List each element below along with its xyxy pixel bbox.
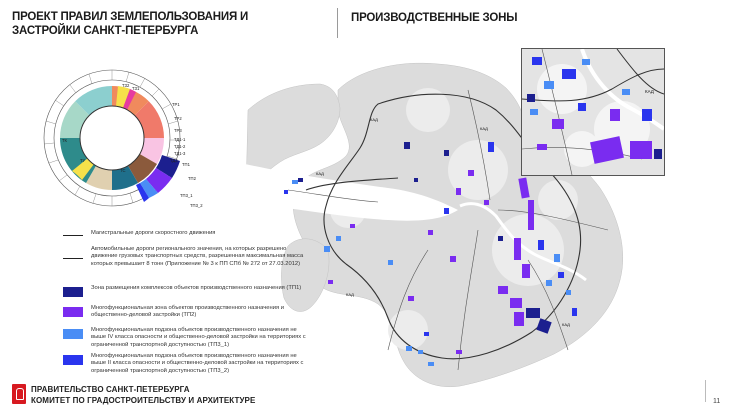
inset-map-svg: КАД xyxy=(522,49,664,175)
land-west xyxy=(281,238,330,312)
zone-structure-donut: ТП1 ТП2 ТП3_1 ТП3_2 ТЗ2 ТЗ1 ТР1 ТР2 ТР3 … xyxy=(40,50,230,230)
inset-zones-tp2 xyxy=(537,109,652,164)
legend-symbol-line xyxy=(63,258,83,259)
inset-road-label: КАД xyxy=(645,89,654,94)
donut-label: ТД1-3 xyxy=(174,151,186,156)
segment-tp2 xyxy=(146,168,172,193)
donut-label: ТР2 xyxy=(174,116,182,121)
donut-svg: ТП1 ТП2 ТП3_1 ТП3_2 ТЗ2 ТЗ1 ТР1 ТР2 ТР3 … xyxy=(43,69,203,208)
title-divider xyxy=(337,8,338,38)
segment-yellow-2 xyxy=(72,158,94,180)
inset-zones-tp3-2 xyxy=(532,57,652,121)
legend-item-tp3-1: Многофункциональная подзона объектов про… xyxy=(63,327,306,349)
donut-label: ТР3 xyxy=(174,128,182,133)
legend-symbol-line xyxy=(63,235,83,236)
footer-divider xyxy=(705,380,706,402)
legend-text: Автомобильные дороги регионального значе… xyxy=(91,246,304,267)
legend-item-tp2: Многофункциональная зона объектов произв… xyxy=(63,305,306,320)
legend-text: Многофункциональная зона объектов произв… xyxy=(91,305,284,319)
road-label: КАД xyxy=(480,126,488,131)
legend-text: Многофункциональная подзона объектов про… xyxy=(91,327,306,348)
inset-road-2 xyxy=(541,49,573,175)
donut-label: ТС xyxy=(120,168,126,173)
road-label: КАД xyxy=(346,292,354,297)
donut-label: ТД1-1 xyxy=(174,137,186,142)
page-title: ПРОЕКТ ПРАВИЛ ЗЕМЛЕПОЛЬЗОВАНИЯ И ЗАСТРОЙ… xyxy=(12,11,249,37)
legend-swatch xyxy=(63,307,83,317)
donut-hole xyxy=(84,110,140,166)
legend-swatch xyxy=(63,329,83,339)
inset-zones-tp1 xyxy=(527,94,662,159)
land-northwest xyxy=(245,83,341,195)
segment-tp3-1 xyxy=(140,179,158,198)
road-label: КАД xyxy=(562,322,570,327)
segment-tp1 xyxy=(156,155,180,178)
segment-transport xyxy=(128,154,157,183)
segment-engineering-blue xyxy=(112,165,138,190)
legend-swatch xyxy=(63,287,83,297)
legend-item-tp3-2: Многофункциональная подзона объектов про… xyxy=(63,353,306,375)
donut-label: ТР1 xyxy=(172,102,180,107)
donut-label: ТУ xyxy=(80,158,86,163)
donut-label: ТП2 xyxy=(188,176,197,181)
donut-label: ТЗ1 xyxy=(132,86,140,91)
donut-segments xyxy=(59,85,165,190)
road-label: КАД xyxy=(370,117,378,122)
gulf-water xyxy=(228,160,458,221)
zones-tp2 xyxy=(328,170,534,354)
donut-label: ТЗ2 xyxy=(122,83,130,88)
legend-item-highway: Магистральные дороги скоростного движени… xyxy=(63,230,306,237)
segment-business xyxy=(139,138,164,164)
legend-text: Магистральные дороги скоростного движени… xyxy=(91,230,216,236)
donut-label: ТП1 xyxy=(182,162,191,167)
page-subtitle: ПРОИЗВОДСТВЕННЫЕ ЗОНЫ xyxy=(351,12,518,24)
footer-line-2: КОМИТЕТ ПО ГРАДОСТРОИТЕЛЬСТВУ И АРХИТЕКТ… xyxy=(31,395,256,405)
inset-river xyxy=(580,49,664,131)
wsd-highway xyxy=(305,177,399,191)
donut-label: ТП3_1 xyxy=(180,193,193,198)
donut-label: ТП3_2 xyxy=(190,203,203,208)
zones-tp1 xyxy=(298,142,552,334)
footer-line-1: ПРАВИТЕЛЬСТВО САНКТ-ПЕТЕРБУРГА xyxy=(31,385,190,394)
segment-green xyxy=(75,85,112,116)
page-number: 11 xyxy=(713,398,721,405)
donut-label: ТД1-2 xyxy=(174,144,186,149)
inset-kad xyxy=(616,49,664,95)
segment-yellow xyxy=(116,86,130,108)
inset-road-3 xyxy=(522,147,643,160)
segment-magenta xyxy=(123,89,136,110)
legend-text: Зона размещения комплексов объектов прои… xyxy=(91,285,302,291)
zones-tp3-2 xyxy=(284,142,577,336)
donut-label: ТД3 xyxy=(170,158,178,163)
inset-road-1 xyxy=(522,68,664,102)
segment-residential-2 xyxy=(134,101,165,138)
legend-item-regional-road: Автомобильные дороги регионального значе… xyxy=(63,246,306,268)
neva-river xyxy=(459,202,587,282)
donut-production-segments xyxy=(136,155,180,202)
segment-recreation-light xyxy=(59,101,90,138)
footer-organization: ПРАВИТЕЛЬСТВО САНКТ-ПЕТЕРБУРГА КОМИТЕТ П… xyxy=(31,385,255,406)
government-emblem-icon xyxy=(12,384,26,404)
legend-text: Многофункциональная подзона объектов про… xyxy=(91,353,304,374)
inset-zones-tp3-1 xyxy=(530,59,630,115)
legend-item-tp1: Зона размещения комплексов объектов прои… xyxy=(63,285,306,297)
segment-social xyxy=(86,165,112,190)
road-label: КАД xyxy=(316,171,324,176)
inset-map: КАД xyxy=(521,48,665,176)
segment-tp3-2 xyxy=(136,183,149,202)
donut-label: ТК xyxy=(62,138,68,143)
legend-swatch xyxy=(63,355,83,365)
zones-tp3-1 xyxy=(292,180,571,366)
